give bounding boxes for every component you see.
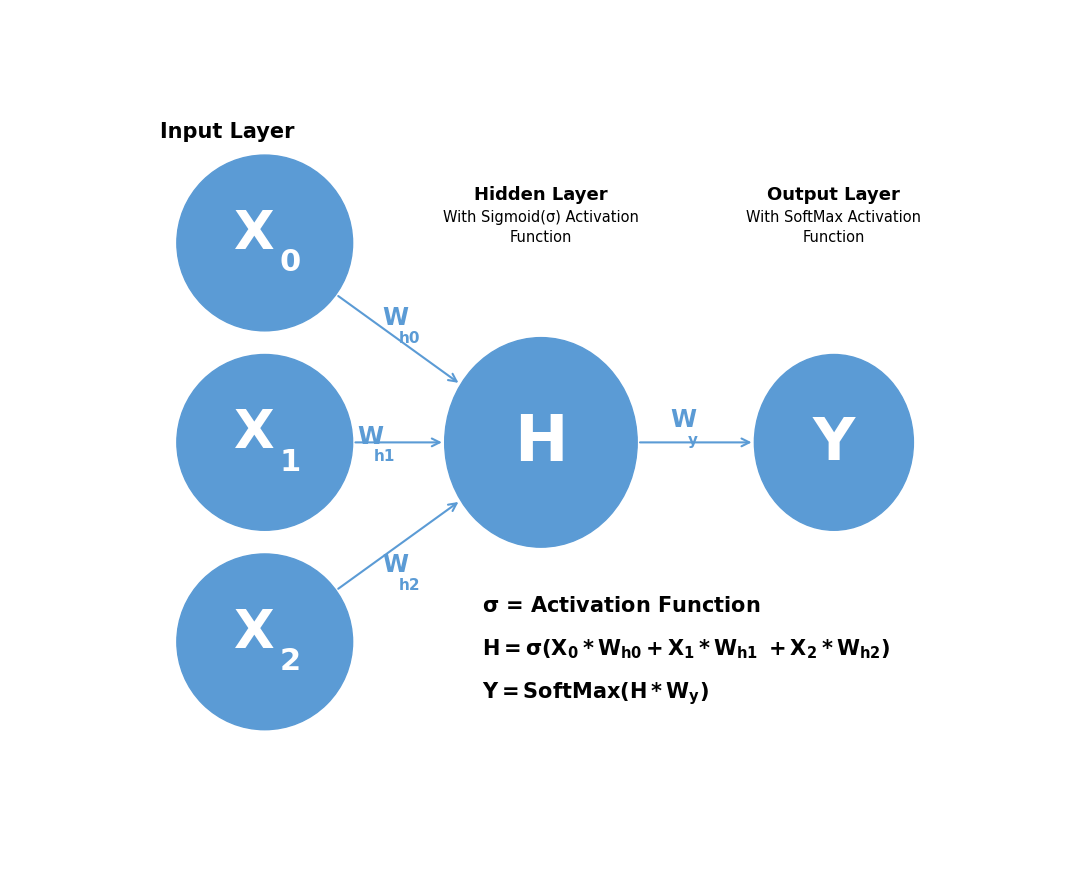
Ellipse shape [754,355,914,531]
Ellipse shape [445,339,637,547]
Text: h1: h1 [374,449,395,464]
Text: y: y [688,432,698,447]
Text: $\mathbf{\sigma}$ = Activation Function: $\mathbf{\sigma}$ = Activation Function [483,595,760,615]
Text: Function: Function [802,230,865,246]
Text: 2: 2 [280,646,300,675]
Text: Input Layer: Input Layer [160,122,295,142]
Ellipse shape [177,554,352,730]
Text: W: W [671,407,697,431]
Text: Y: Y [813,415,855,471]
Text: 1: 1 [280,447,300,476]
Text: $\mathbf{H = \sigma(X_0*W_{h0} + X_1*W_{h1}\ + X_2*W_{h2})}$: $\mathbf{H = \sigma(X_0*W_{h0} + X_1*W_{… [483,637,891,660]
Text: 0: 0 [280,248,300,277]
Text: X: X [234,208,275,260]
Text: With Sigmoid(σ) Activation: With Sigmoid(σ) Activation [443,210,639,225]
Text: With SoftMax Activation: With SoftMax Activation [746,210,921,225]
Text: h2: h2 [399,577,420,592]
Ellipse shape [177,156,352,332]
Text: W: W [382,306,408,330]
Text: W: W [356,424,382,448]
Text: H: H [514,412,568,474]
Text: $\mathbf{Y = SoftMax(H*W_y)}$: $\mathbf{Y = SoftMax(H*W_y)}$ [483,680,710,706]
Text: X: X [234,606,275,658]
Text: X: X [234,407,275,459]
Ellipse shape [177,355,352,531]
Text: Output Layer: Output Layer [768,186,901,204]
Text: Hidden Layer: Hidden Layer [474,186,608,204]
Text: W: W [382,553,408,576]
Text: h0: h0 [399,331,420,346]
Text: Function: Function [510,230,572,246]
